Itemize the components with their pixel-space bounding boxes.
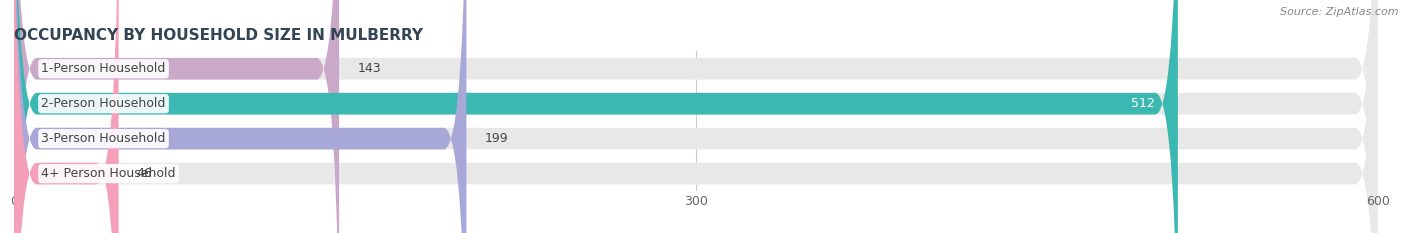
Text: 143: 143 [357,62,381,75]
Text: Source: ZipAtlas.com: Source: ZipAtlas.com [1281,7,1399,17]
Text: 3-Person Household: 3-Person Household [41,132,166,145]
Text: 4+ Person Household: 4+ Person Household [41,167,176,180]
Text: 2-Person Household: 2-Person Household [41,97,166,110]
FancyBboxPatch shape [14,0,1178,233]
FancyBboxPatch shape [14,0,1378,233]
Text: 512: 512 [1132,97,1156,110]
Text: 1-Person Household: 1-Person Household [41,62,166,75]
FancyBboxPatch shape [14,0,1378,233]
Text: 199: 199 [485,132,508,145]
Text: OCCUPANCY BY HOUSEHOLD SIZE IN MULBERRY: OCCUPANCY BY HOUSEHOLD SIZE IN MULBERRY [14,28,423,43]
FancyBboxPatch shape [14,0,1378,233]
Text: 46: 46 [136,167,153,180]
FancyBboxPatch shape [14,0,339,233]
FancyBboxPatch shape [14,0,118,233]
FancyBboxPatch shape [14,0,467,233]
FancyBboxPatch shape [14,0,1378,233]
